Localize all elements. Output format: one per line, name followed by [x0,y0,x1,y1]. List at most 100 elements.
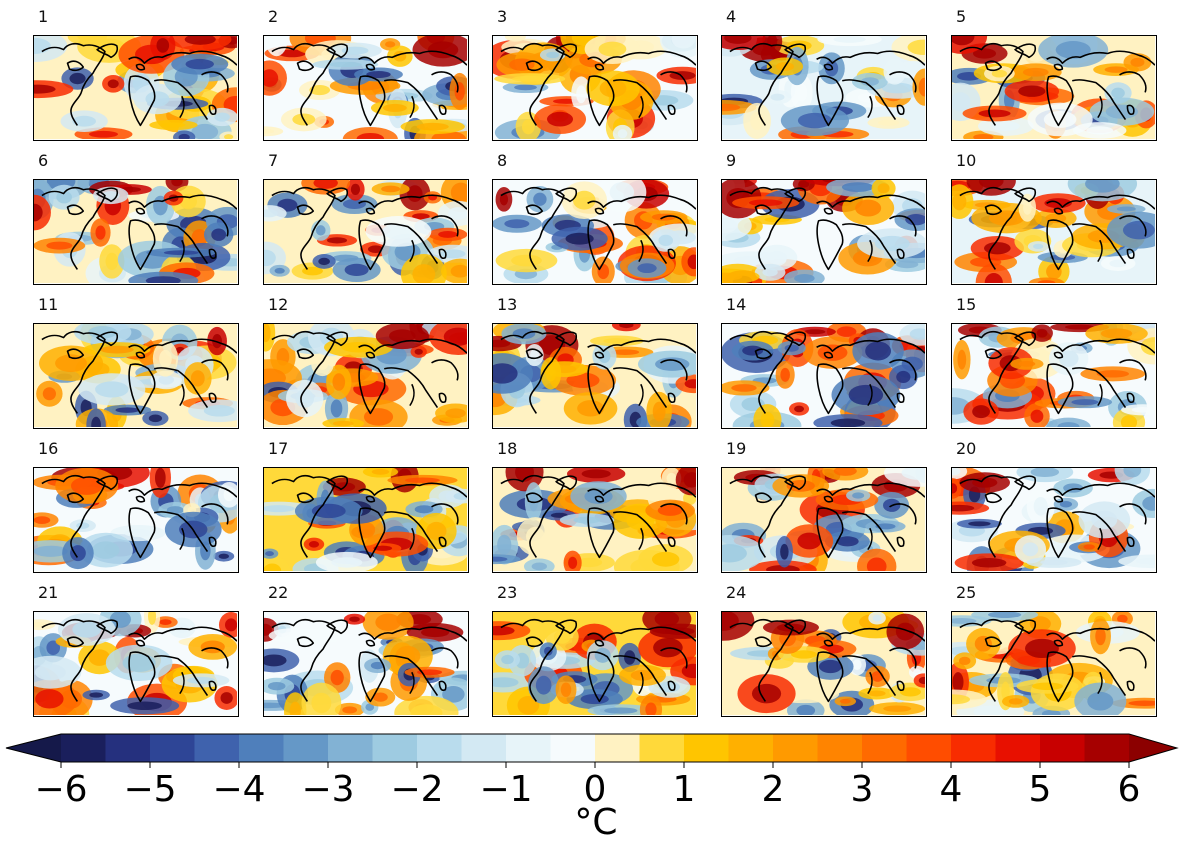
anomaly-core [46,640,61,656]
coastline [208,680,217,691]
panel-title: 13 [497,295,518,314]
coastline [638,383,644,407]
coastline [729,186,794,270]
anomaly-core [34,84,56,94]
coastline [179,95,185,119]
panel-title: 9 [726,151,737,170]
panel-title: 20 [956,439,977,458]
coastline [525,492,544,504]
colorbar-segment [906,734,952,762]
colorbar-segment [684,734,729,762]
anomaly-field [722,180,925,283]
anomaly-core [881,82,914,94]
anomaly-core [381,185,401,193]
coastline [438,248,447,259]
anomaly-core [1083,544,1095,550]
anomaly-core [836,326,857,337]
coastline [135,63,146,71]
anomaly-core [952,694,971,705]
anomaly-core [356,132,385,139]
anomaly-core [395,645,421,666]
coastline [271,330,336,414]
colorbar-segment [550,734,596,762]
coastline [867,383,873,407]
anomaly-field [493,468,696,571]
anomaly-core [381,223,415,240]
coastline [823,639,834,647]
anomaly-core [331,557,363,568]
coastline [41,186,106,270]
coastline [1119,503,1147,525]
map-panel [492,35,698,141]
colorbar-segment [1084,734,1130,762]
coastline [1046,219,1074,271]
coastline [587,482,696,498]
map-panel [492,179,698,285]
coastline [1046,651,1074,703]
anomaly-core [179,193,197,210]
anomaly-core [1032,682,1063,691]
anomaly-core [952,193,967,211]
anomaly-core [218,553,230,559]
anomaly-core [122,653,156,672]
anomaly-core [309,84,331,96]
anomaly-core [867,690,886,697]
anomaly-core [270,36,283,48]
anomaly-core [852,659,862,671]
anomaly-field [264,180,467,283]
anomaly-core [42,387,56,401]
colorbar-segment [639,734,685,762]
anomaly-core [899,687,921,697]
map-panel [263,179,469,285]
anomaly-core [852,492,865,499]
coastline [135,639,146,647]
anomaly-core [573,516,601,524]
coastline [1072,223,1127,264]
coastline [1126,392,1135,403]
coastline [358,75,386,127]
anomaly-core [742,345,764,356]
anomaly-core [957,349,967,370]
anomaly-core [1033,496,1048,516]
anomaly-core [1142,496,1155,511]
anomaly-core [1008,698,1023,705]
anomaly-core [159,349,172,368]
anomaly-core [533,192,547,206]
anomaly-core [833,468,857,476]
map-panel [721,611,927,717]
panel-title: 3 [497,7,508,26]
anomaly-core [866,557,887,571]
anomaly-core [412,213,430,220]
coastline [1119,647,1147,669]
coastline [729,618,794,702]
coastline [660,215,688,237]
anomaly-core [776,623,805,632]
coastline [201,71,229,93]
anomaly-core [565,232,594,245]
anomaly-core [1135,557,1155,565]
anomaly-core [265,551,274,557]
anomaly-core [264,249,276,267]
coastline [96,331,119,347]
anomaly-field [34,612,237,715]
coastline [816,75,844,127]
panel-title: 1 [38,7,49,26]
anomaly-core [1109,259,1127,268]
coastline [1014,43,1037,59]
anomaly-core [289,701,301,715]
coastline [587,194,696,210]
anomaly-core [988,210,1025,226]
anomaly-core [1041,709,1061,715]
coastline [784,475,807,491]
anomaly-core [224,618,237,632]
anomaly-core [342,706,358,714]
coastline [179,527,185,551]
coastline [66,60,85,72]
anomaly-core [389,329,416,343]
anomaly-core [318,257,330,266]
coastline [358,194,467,210]
coastline [96,43,119,59]
anomaly-core [984,242,1011,255]
coastline [365,351,376,359]
map-panel [33,179,239,285]
